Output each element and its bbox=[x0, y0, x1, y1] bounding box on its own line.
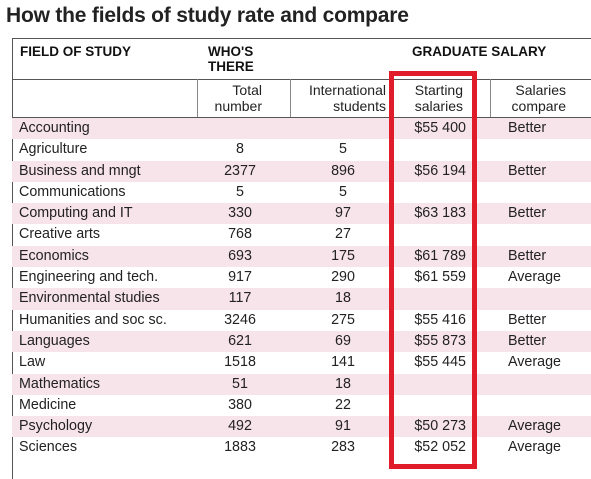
cell-field: Environmental studies bbox=[19, 290, 160, 307]
cell-international-students: 896 bbox=[331, 162, 355, 179]
cell-starting-salary: $50 273 bbox=[414, 418, 466, 435]
cell-starting-salary: $55 416 bbox=[414, 311, 466, 328]
cell-field: Sciences bbox=[19, 439, 78, 456]
table-row: Engineering and tech. 917 290 $61 559 Averag… bbox=[12, 267, 591, 288]
cell-starting-salary: $56 194 bbox=[414, 162, 466, 179]
cell-international-students: 5 bbox=[339, 183, 347, 200]
cell-starting-salary: $61 559 bbox=[414, 269, 466, 286]
cell-field: Humanities and soc sc. bbox=[19, 311, 167, 328]
cell-salary-compare: Average bbox=[508, 439, 561, 456]
subheader-starting-salaries: Starting salaries bbox=[414, 82, 463, 114]
cell-international-students: 5 bbox=[339, 141, 347, 158]
table-row: Agriculture 8 5 bbox=[12, 139, 591, 160]
table-row: Languages 621 69 $55 873 Better bbox=[12, 330, 591, 353]
cell-total-number: 1518 bbox=[224, 354, 256, 371]
table-row: Creative arts 768 27 bbox=[12, 224, 591, 245]
subheader-total-number: Total number bbox=[214, 82, 262, 114]
cell-international-students: 22 bbox=[335, 396, 351, 413]
column-divider bbox=[197, 79, 198, 118]
table-row: Accounting $55 400 Better bbox=[12, 118, 591, 140]
cell-international-students: 141 bbox=[331, 354, 355, 371]
cell-field: Languages bbox=[19, 332, 90, 349]
cell-starting-salary: $55 873 bbox=[414, 332, 466, 349]
cell-salary-compare: Average bbox=[508, 418, 561, 435]
cell-total-number: 5 bbox=[236, 183, 244, 200]
cell-international-students: 290 bbox=[331, 269, 355, 286]
cell-salary-compare: Better bbox=[508, 120, 547, 136]
cell-total-number: 1883 bbox=[224, 439, 256, 456]
cell-total-number: 8 bbox=[236, 141, 244, 158]
cell-field: Engineering and tech. bbox=[19, 269, 159, 286]
cell-field: Psychology bbox=[19, 418, 93, 435]
table-row: Mathematics 51 18 bbox=[12, 373, 591, 395]
table-row: Business and mngt 2377 896 $56 194 Better bbox=[12, 160, 591, 182]
cell-starting-salary: $55 445 bbox=[414, 354, 466, 371]
table-row: Medicine 380 22 bbox=[12, 395, 591, 416]
cell-field: Business and mngt bbox=[19, 162, 141, 179]
cell-total-number: 117 bbox=[228, 290, 252, 307]
cell-total-number: 768 bbox=[228, 226, 252, 243]
table-row: Economics 693 175 $61 789 Better bbox=[12, 245, 591, 268]
cell-total-number: 917 bbox=[228, 269, 252, 286]
cell-starting-salary: $61 789 bbox=[414, 247, 466, 264]
cell-international-students: 91 bbox=[335, 418, 351, 435]
cell-international-students: 69 bbox=[335, 332, 351, 349]
column-divider bbox=[290, 79, 291, 118]
cell-field: Mathematics bbox=[19, 375, 101, 392]
subheader-international-students: International students bbox=[308, 82, 386, 114]
cell-salary-compare: Average bbox=[508, 269, 561, 286]
table-body: Accounting $55 400 Better Agriculture 8 5 Busi… bbox=[12, 118, 591, 469]
cell-starting-salary: $63 183 bbox=[414, 205, 466, 222]
cell-starting-salary: $55 400 bbox=[414, 120, 466, 136]
cell-total-number: 693 bbox=[228, 247, 252, 264]
table-row: Law 1518 141 $55 445 Average bbox=[12, 352, 591, 373]
cell-international-students: 283 bbox=[331, 439, 355, 456]
cell-salary-compare: Better bbox=[508, 162, 547, 179]
cell-total-number: 3246 bbox=[224, 311, 256, 328]
table-row: Communications 5 5 bbox=[12, 182, 591, 203]
table-row: Sciences 1883 283 $52 052 Average bbox=[12, 437, 591, 458]
cell-field: Computing and IT bbox=[19, 205, 133, 222]
cell-international-students: 175 bbox=[331, 247, 355, 264]
cell-total-number: 380 bbox=[228, 396, 252, 413]
cell-international-students: 27 bbox=[335, 226, 351, 243]
cell-total-number: 330 bbox=[228, 205, 252, 222]
cell-field: Medicine bbox=[19, 396, 77, 413]
cell-field: Economics bbox=[19, 247, 89, 264]
cell-total-number: 2377 bbox=[224, 162, 256, 179]
cell-field: Agriculture bbox=[19, 141, 88, 158]
page-title: How the fields of study rate and compare bbox=[6, 4, 409, 27]
table-row: Humanities and soc sc. 3246 275 $55 416 Bett… bbox=[12, 310, 591, 331]
header-graduate-salary: GRADUATE SALARY bbox=[412, 44, 547, 59]
cell-field: Communications bbox=[19, 183, 126, 200]
column-divider bbox=[490, 79, 491, 118]
table-row: Computing and IT 330 97 $63 183 Better bbox=[12, 203, 591, 225]
subheader-salaries-compare: Salaries compare bbox=[511, 82, 566, 114]
cell-starting-salary: $52 052 bbox=[414, 439, 466, 456]
cell-field: Creative arts bbox=[19, 226, 101, 243]
table-row: Environmental studies 117 18 bbox=[12, 288, 591, 310]
starting-salaries-highlight-box bbox=[389, 71, 477, 469]
header-field-of-study: FIELD OF STUDY bbox=[20, 44, 131, 59]
cell-international-students: 275 bbox=[331, 311, 355, 328]
cell-salary-compare: Better bbox=[508, 332, 547, 349]
cell-field: Law bbox=[19, 354, 46, 371]
table-row: Psychology 492 91 $50 273 Average bbox=[12, 416, 591, 438]
cell-total-number: 492 bbox=[228, 418, 252, 435]
cell-salary-compare: Average bbox=[508, 354, 561, 371]
header-divider bbox=[12, 79, 591, 80]
cell-international-students: 18 bbox=[335, 375, 351, 392]
subheader-divider bbox=[12, 117, 591, 118]
cell-salary-compare: Better bbox=[508, 247, 547, 264]
cell-total-number: 51 bbox=[232, 375, 248, 392]
cell-total-number: 621 bbox=[228, 332, 252, 349]
header-whos-there: WHO'S THERE bbox=[208, 44, 254, 74]
cell-salary-compare: Better bbox=[508, 205, 547, 222]
cell-international-students: 18 bbox=[335, 290, 351, 307]
cell-field: Accounting bbox=[19, 120, 90, 136]
cell-international-students: 97 bbox=[335, 205, 351, 222]
cell-salary-compare: Better bbox=[508, 311, 547, 328]
